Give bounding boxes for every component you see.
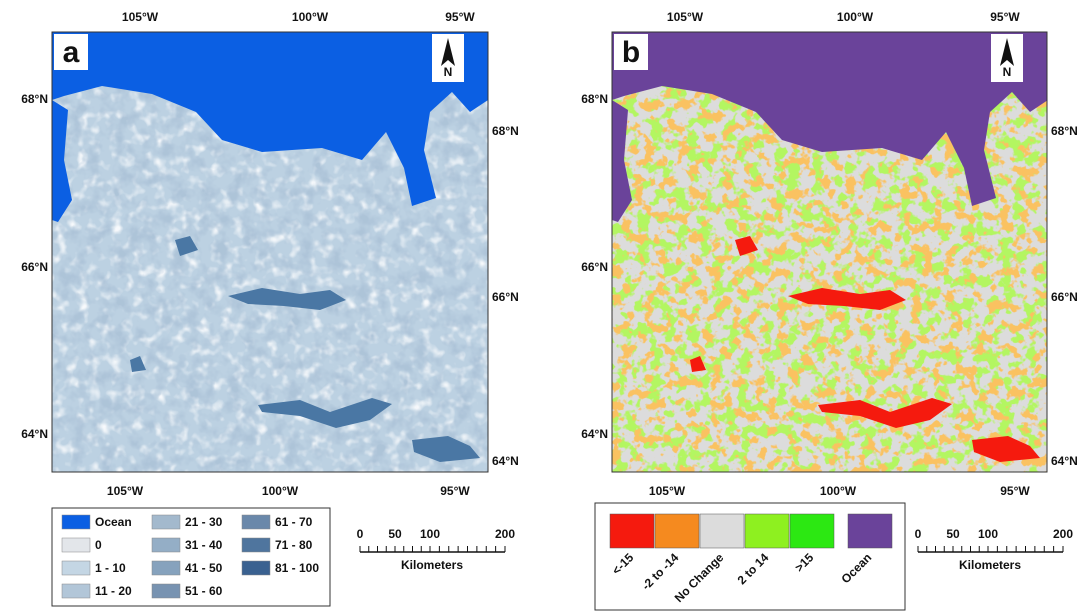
top-tick-label: 95°W — [990, 10, 1020, 24]
scale-label: 50 — [388, 527, 402, 541]
left-tick-label: 64°N — [581, 427, 608, 441]
legend-swatch — [242, 538, 270, 552]
bottom-tick-label: 105°W — [649, 484, 686, 498]
right-tick-label: 66°N — [1051, 290, 1078, 304]
top-tick-label: 100°W — [292, 10, 329, 24]
bottom-tick-label: 105°W — [107, 484, 144, 498]
scale-unit: Kilometers — [959, 558, 1021, 572]
figure: a N 105°W 100°W 95°W 105°W 100°W 95°W 68°N 66°N 64… — [0, 0, 1091, 611]
legend-label: 51 - 60 — [185, 584, 223, 598]
legend-swatch — [152, 538, 180, 552]
legend-swatch — [745, 514, 789, 548]
legend-swatch — [790, 514, 834, 548]
top-tick-label: 95°W — [445, 10, 475, 24]
left-tick-label: 66°N — [581, 260, 608, 274]
legend-swatch — [242, 561, 270, 575]
left-tick-label: 68°N — [581, 92, 608, 106]
legend-swatch — [62, 538, 90, 552]
right-tick-label: 66°N — [492, 290, 519, 304]
legend-label: 21 - 30 — [185, 515, 223, 529]
map-b — [612, 32, 1048, 472]
right-tick-label: 64°N — [492, 454, 519, 468]
legend-swatch — [700, 514, 744, 548]
left-tick-label: 68°N — [21, 92, 48, 106]
legend-label: 31 - 40 — [185, 538, 223, 552]
bottom-tick-label: 95°W — [440, 484, 470, 498]
legend-label: Ocean — [95, 515, 132, 529]
left-tick-label: 66°N — [21, 260, 48, 274]
top-tick-label: 100°W — [837, 10, 874, 24]
top-tick-label: 105°W — [667, 10, 704, 24]
right-tick-label: 68°N — [1051, 124, 1078, 138]
legend-label: 71 - 80 — [275, 538, 313, 552]
scale-label: 200 — [1053, 527, 1073, 541]
north-label: N — [1003, 65, 1012, 79]
legend-swatch — [655, 514, 699, 548]
right-tick-label: 68°N — [492, 124, 519, 138]
bottom-tick-label: 100°W — [820, 484, 857, 498]
legend-label: 61 - 70 — [275, 515, 313, 529]
legend-label: 1 - 10 — [95, 561, 126, 575]
legend-swatch — [152, 561, 180, 575]
legend-swatch — [62, 561, 90, 575]
left-tick-label: 64°N — [21, 427, 48, 441]
panel-label: a — [63, 36, 80, 69]
legend-swatch — [62, 515, 90, 529]
scale-label: 0 — [915, 527, 922, 541]
panel-label: b — [622, 36, 640, 69]
scale-label: 0 — [357, 527, 364, 541]
legend-swatch — [62, 584, 90, 598]
north-label: N — [444, 65, 453, 79]
scale-label: 50 — [946, 527, 960, 541]
bottom-tick-label: 95°W — [1000, 484, 1030, 498]
top-tick-label: 105°W — [122, 10, 159, 24]
map-a — [52, 32, 488, 472]
legend-label: 0 — [95, 538, 102, 552]
scale-label: 100 — [978, 527, 998, 541]
right-tick-label: 64°N — [1051, 454, 1078, 468]
legend-label: 11 - 20 — [95, 584, 132, 598]
legend-swatch — [242, 515, 270, 529]
legend-swatch — [610, 514, 654, 548]
legend-label: 81 - 100 — [275, 561, 319, 575]
bottom-tick-label: 100°W — [262, 484, 299, 498]
legend-swatch — [848, 514, 892, 548]
scale-label: 100 — [420, 527, 440, 541]
legend-swatch — [152, 515, 180, 529]
legend-label: 41 - 50 — [185, 561, 223, 575]
legend-swatch — [152, 584, 180, 598]
scale-unit: Kilometers — [401, 558, 463, 572]
scale-label: 200 — [495, 527, 515, 541]
